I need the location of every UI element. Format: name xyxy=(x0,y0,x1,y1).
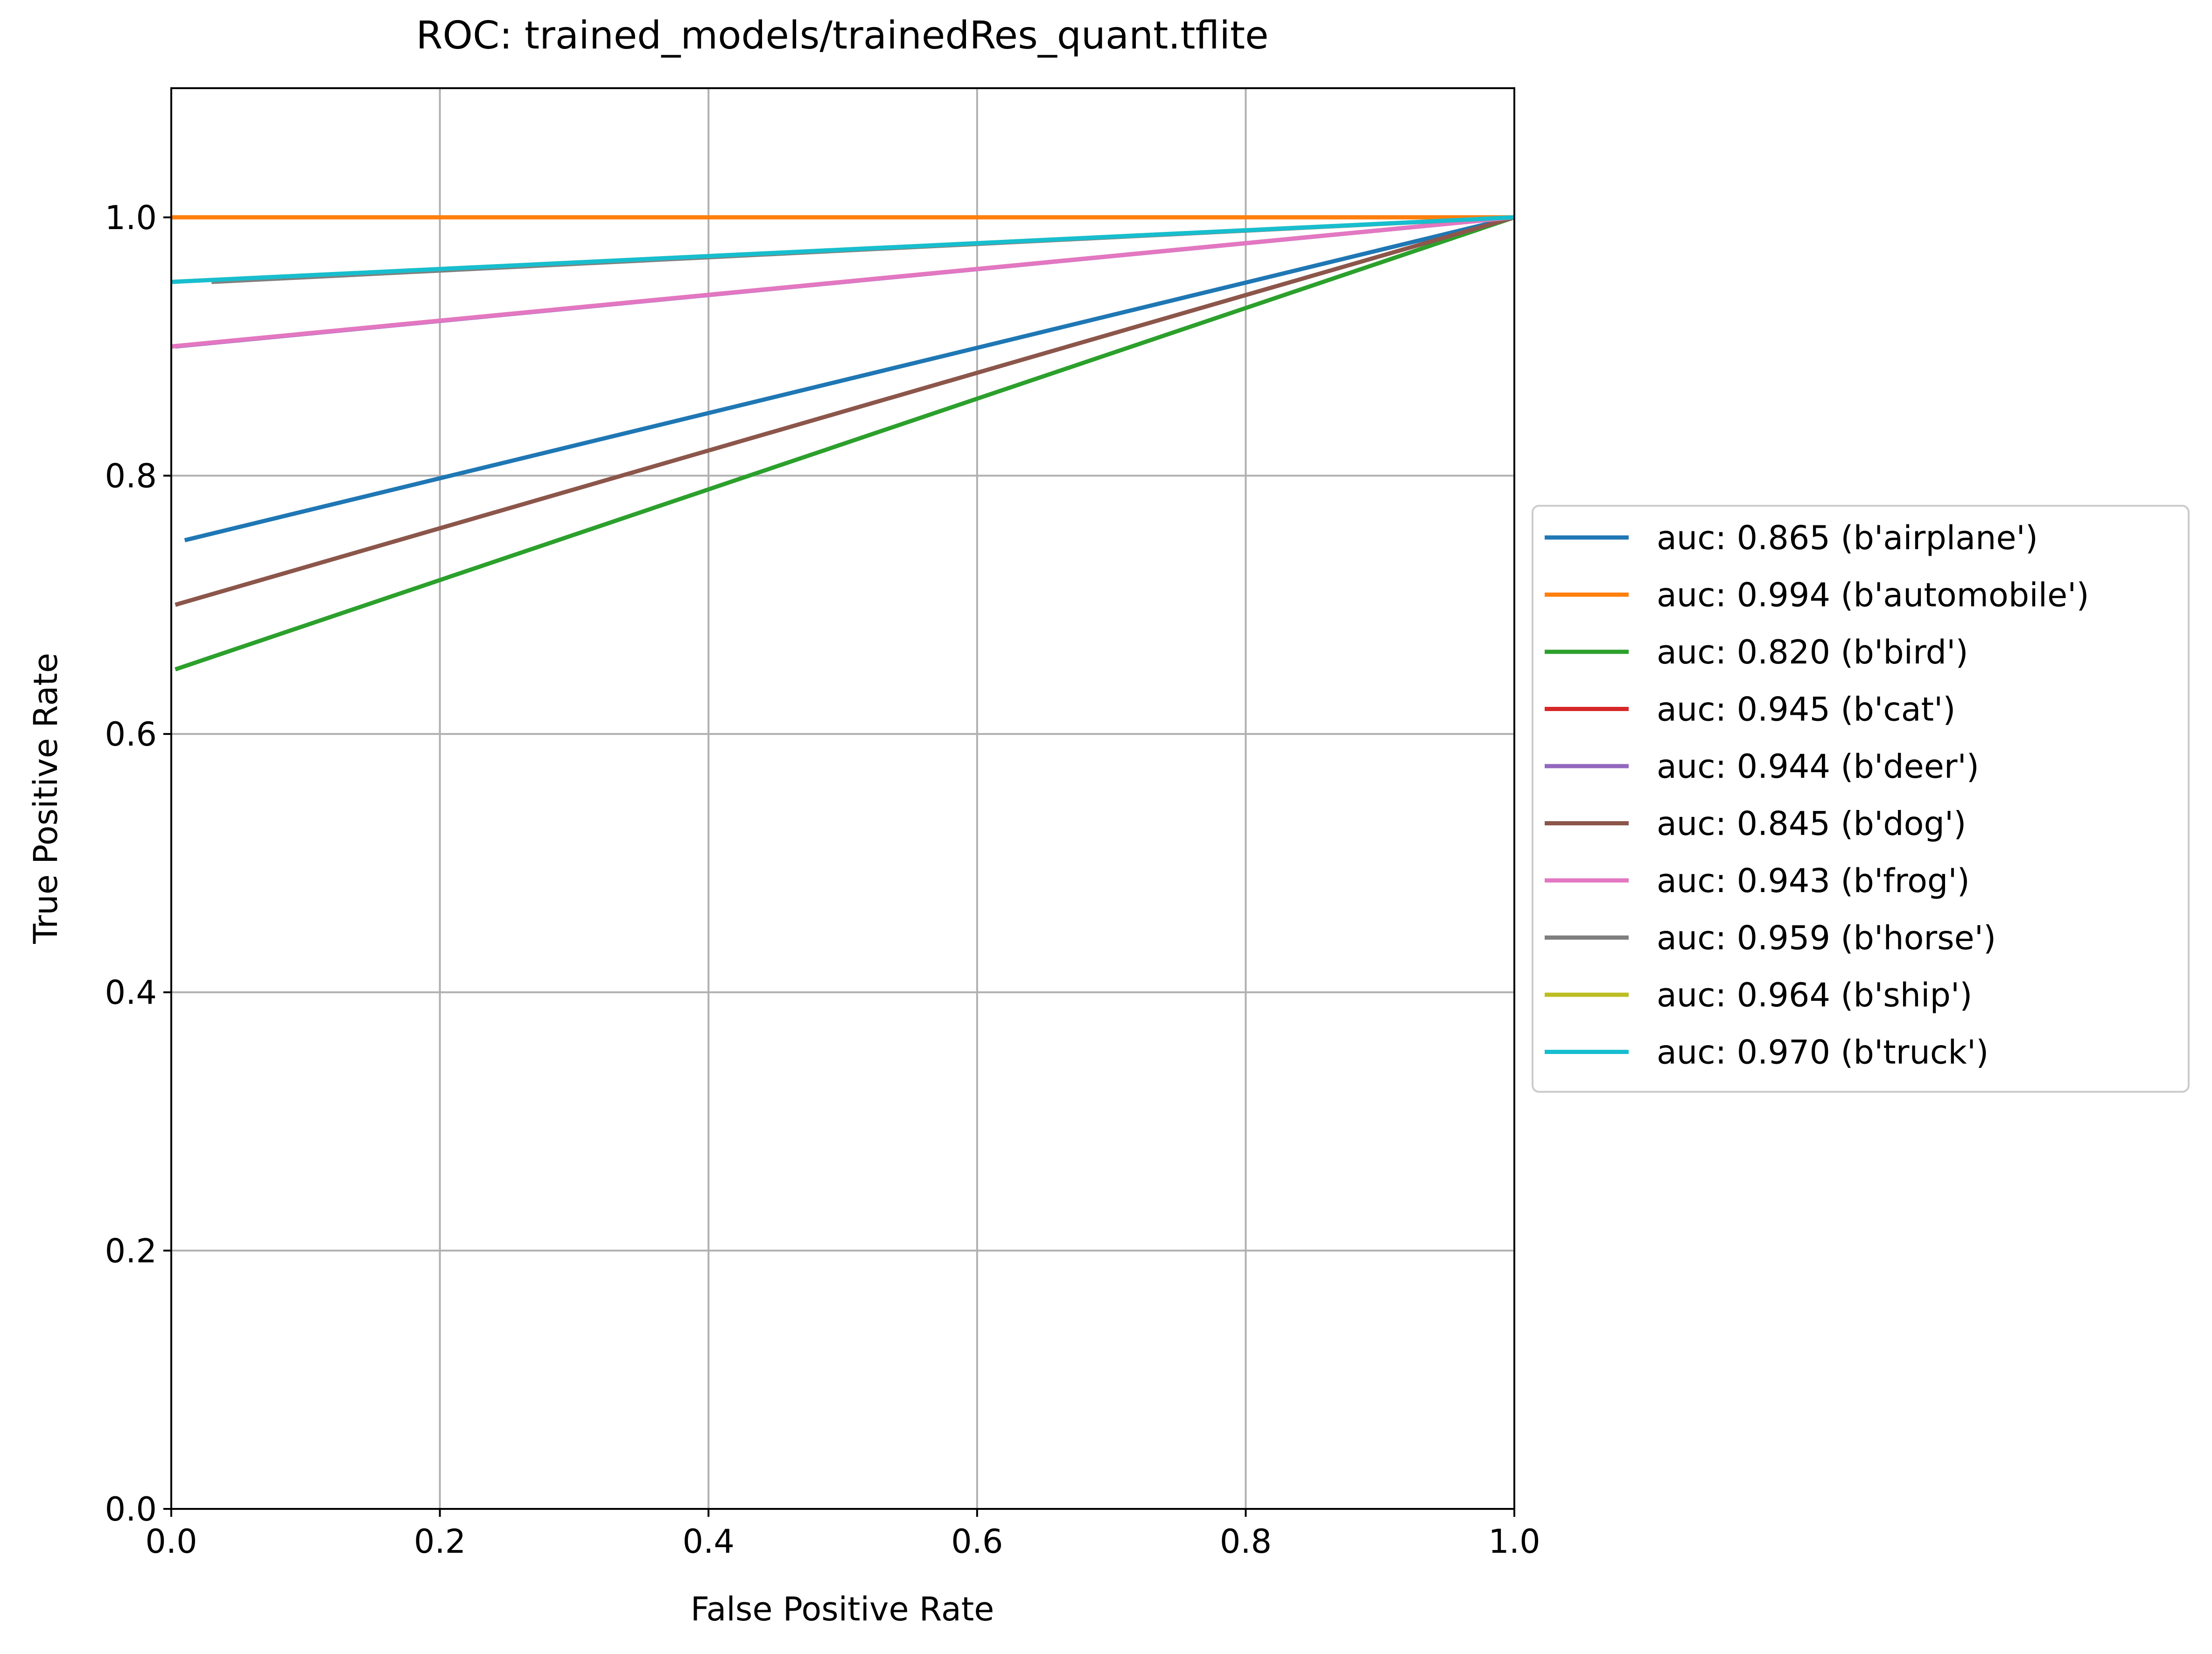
legend-label: auc: 0.959 (b'horse') xyxy=(1657,919,1996,957)
x-axis-ticks: 0.0 0.2 0.4 0.6 0.8 1.0 xyxy=(145,1509,1540,1561)
x-tick-label: 0.8 xyxy=(1220,1522,1272,1561)
legend-label: auc: 0.945 (b'cat') xyxy=(1657,691,1956,729)
y-tick-label: 0.0 xyxy=(105,1490,157,1528)
legend-label: auc: 0.865 (b'airplane') xyxy=(1657,519,2038,557)
chart-title: ROC: trained_models/trainedRes_quant.tfl… xyxy=(416,14,1269,58)
x-tick-label: 1.0 xyxy=(1488,1522,1540,1561)
series-line-6 xyxy=(171,215,1515,349)
legend: auc: 0.865 (b'airplane') auc: 0.994 (b'au… xyxy=(1532,505,2190,1093)
y-tick-label: 0.4 xyxy=(105,974,157,1012)
legend-label: auc: 0.845 (b'dog') xyxy=(1657,805,1966,843)
x-tick-label: 0.4 xyxy=(683,1522,735,1561)
x-axis-label: False Positive Rate xyxy=(691,1590,994,1628)
x-tick-label: 0.2 xyxy=(414,1522,466,1561)
y-axis-label: True Positive Rate xyxy=(27,653,65,944)
x-tick-label: 0.0 xyxy=(145,1522,197,1561)
legend-box xyxy=(1532,505,2190,1093)
y-tick-label: 1.0 xyxy=(105,199,157,237)
legend-label: auc: 0.820 (b'bird') xyxy=(1657,633,1968,671)
y-tick-label: 0.2 xyxy=(105,1232,157,1270)
series-lines xyxy=(171,215,1515,671)
legend-entries: auc: 0.865 (b'airplane') auc: 0.994 (b'au… xyxy=(1545,519,2089,1072)
x-tick-label: 0.6 xyxy=(951,1522,1003,1561)
plot-frame xyxy=(170,87,1515,1510)
y-axis-ticks: 0.0 0.2 0.4 0.6 0.8 1.0 xyxy=(105,199,171,1528)
series-line-0 xyxy=(184,215,1515,543)
legend-label: auc: 0.970 (b'truck') xyxy=(1657,1033,1988,1072)
series-line-9 xyxy=(171,215,1515,284)
y-tick-label: 0.6 xyxy=(105,715,157,754)
legend-label: auc: 0.964 (b'ship') xyxy=(1657,976,1972,1014)
y-tick-label: 0.8 xyxy=(105,457,157,495)
legend-label: auc: 0.994 (b'automobile') xyxy=(1657,576,2089,614)
series-line-5 xyxy=(175,215,1515,607)
legend-label: auc: 0.943 (b'frog') xyxy=(1657,862,1970,900)
legend-label: auc: 0.944 (b'deer') xyxy=(1657,747,1979,786)
grid-lines xyxy=(170,88,1515,1510)
series-line-2 xyxy=(175,215,1515,671)
